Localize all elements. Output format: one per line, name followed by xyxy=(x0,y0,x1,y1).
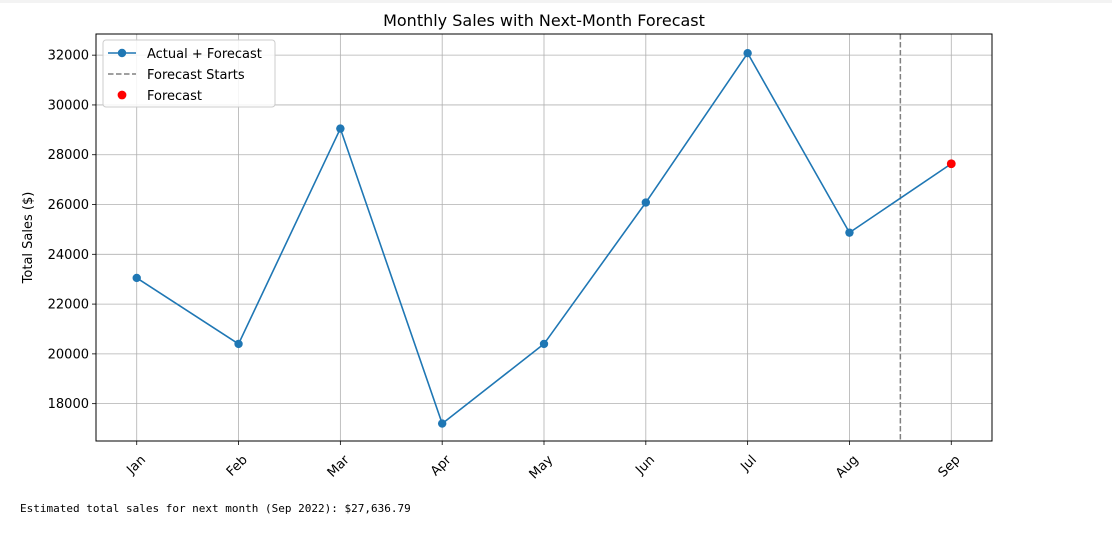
x-tick-label-mar: Mar xyxy=(325,452,353,480)
data-point-jan xyxy=(132,273,141,283)
data-point-jul xyxy=(743,48,752,58)
sales-forecast-chart: 18000 20000 22000 24000 26000 28000 30000 32000… xyxy=(21,11,993,482)
x-tick-label-feb: Feb xyxy=(224,453,251,480)
y-tick-label: 22000 xyxy=(48,298,89,313)
data-point-mar xyxy=(336,124,345,133)
x-tick-label-jul: Jul xyxy=(737,453,759,475)
data-point-aug xyxy=(845,228,854,237)
forecast-output-text: Estimated total sales for next month (Se… xyxy=(20,502,411,515)
legend-box xyxy=(102,39,276,108)
x-tick-label-sep: Sep xyxy=(936,453,964,481)
x-tick-label-jan: Jan xyxy=(124,453,149,478)
legend-label-forecast-start: Forecast Starts xyxy=(147,68,245,83)
data-point-feb xyxy=(234,339,243,349)
legend-label-actual: Actual + Forecast xyxy=(147,47,262,62)
data-point-jun xyxy=(641,198,651,207)
y-tick-label: 28000 xyxy=(48,148,89,163)
y-tick-label: 30000 xyxy=(48,98,89,113)
y-tick-label: 18000 xyxy=(48,397,89,412)
x-tick-label-apr: Apr xyxy=(428,452,455,479)
y-axis-label: Total Sales ($) xyxy=(21,192,36,285)
x-tick-label-aug: Aug xyxy=(833,453,862,482)
data-point-apr xyxy=(437,419,447,428)
legend: Actual + Forecast Forecast Starts Forecast xyxy=(102,39,276,108)
y-tick-label: 20000 xyxy=(48,347,89,362)
forecast-point xyxy=(946,159,956,169)
y-tick-label: 26000 xyxy=(48,198,89,213)
x-tick-label-may: May xyxy=(527,452,557,482)
legend-label-forecast: Forecast xyxy=(147,89,202,104)
chart-title: Monthly Sales with Next-Month Forecast xyxy=(383,11,705,30)
x-tick-label-jun: Jun xyxy=(632,453,658,479)
data-point-may xyxy=(539,339,549,349)
legend-marker-forecast xyxy=(117,90,127,100)
y-tick-label: 24000 xyxy=(48,248,89,263)
cell-top-border xyxy=(0,0,1112,3)
legend-marker-actual xyxy=(117,48,127,58)
y-tick-label: 32000 xyxy=(48,49,89,64)
